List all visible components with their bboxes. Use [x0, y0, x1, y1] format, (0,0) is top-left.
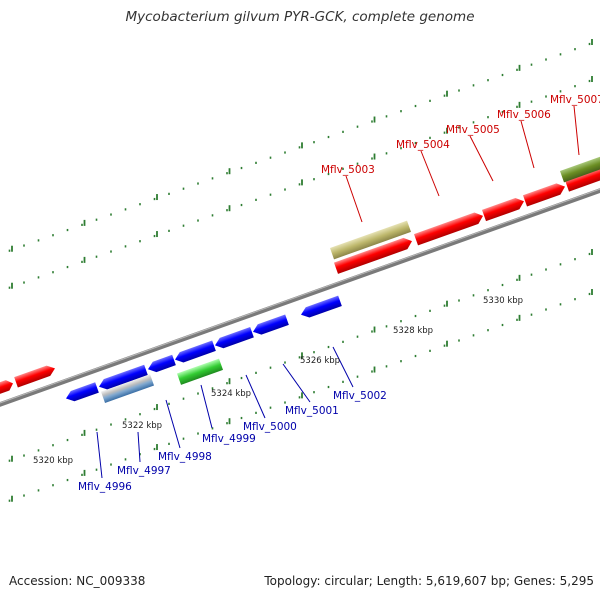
scale-label: 5324 kbp	[211, 389, 251, 399]
genome-title: Mycobacterium gilvum PYR-GCK, complete g…	[125, 9, 475, 25]
accession-text: Accession: NC_009338	[9, 574, 146, 588]
scale-label: 5322 kbp	[122, 421, 162, 431]
scale-label: 5330 kbp	[483, 296, 523, 306]
reverse-gene-label: Mflv_5001	[285, 405, 339, 417]
reverse-gene-arrow	[175, 340, 216, 363]
text-labels: Mflv_5003 Mflv_5004 Mflv_5005 Mflv_5006 Mflv…	[33, 94, 600, 493]
reverse-gene-label: Mflv_5000	[243, 421, 297, 433]
reverse-callout-line	[137, 431, 141, 463]
reverse-gene-arrow	[148, 354, 176, 373]
forward-gene-arrow	[0, 380, 14, 395]
reverse-gene-arrow	[253, 314, 289, 335]
reverse-gene-arrow	[215, 327, 254, 349]
forward-gene-label: Mflv_5005	[446, 124, 500, 136]
forward-callout-line	[420, 150, 440, 197]
forward-callout-line	[345, 175, 363, 223]
forward-gene-label: Mflv_5003	[321, 164, 375, 176]
reverse-gene-label: Mflv_4997	[117, 465, 171, 477]
reverse-gene-label: Mflv_4998	[158, 451, 212, 463]
scale-label: 5326 kbp	[300, 356, 340, 366]
reverse-gene-label: Mflv_5002	[333, 390, 387, 402]
reverse-callout-line	[245, 374, 266, 419]
reverse-gene-arrow	[301, 295, 342, 318]
forward-gene-arrow	[522, 183, 565, 207]
forward-gene-arrow	[564, 167, 600, 192]
reverse-callout-line	[282, 363, 311, 403]
forward-callout-line	[520, 120, 535, 169]
forward-gene-block	[329, 220, 412, 260]
genome-backbone	[0, 188, 600, 407]
genome-summary-text: Topology: circular; Length: 5,619,607 bp…	[264, 574, 594, 588]
forward-gene-arrow	[14, 365, 56, 388]
reverse-gene-block	[100, 374, 155, 403]
forward-gene-label: Mflv_5007	[550, 94, 600, 106]
reverse-gene-label: Mflv_4999	[202, 433, 256, 445]
reverse-gene-arrow	[99, 364, 148, 390]
reverse-gene-label: Mflv_4996	[78, 481, 132, 493]
forward-callout-line	[469, 135, 494, 182]
forward-gene-arrow	[333, 237, 413, 274]
reverse-callout-line	[332, 346, 354, 388]
forward-gene-block	[559, 153, 600, 183]
forward-gene-arrow	[413, 212, 484, 246]
reverse-callout-line	[165, 399, 181, 449]
reverse-gene-arrow	[66, 382, 99, 402]
forward-callout-line	[573, 105, 580, 156]
reverse-callout-line	[200, 384, 213, 429]
reverse-callout-line	[96, 431, 103, 479]
forward-gene-arrow	[481, 197, 524, 222]
reverse-gene-block	[176, 358, 224, 385]
label-callouts	[96, 105, 580, 479]
tick-marks	[8, 39, 593, 502]
scale-label: 5320 kbp	[33, 456, 73, 466]
forward-gene-label: Mflv_5004	[396, 139, 450, 151]
gene-features	[0, 153, 600, 403]
forward-gene-label: Mflv_5006	[497, 109, 551, 121]
scale-label: 5328 kbp	[393, 326, 433, 336]
